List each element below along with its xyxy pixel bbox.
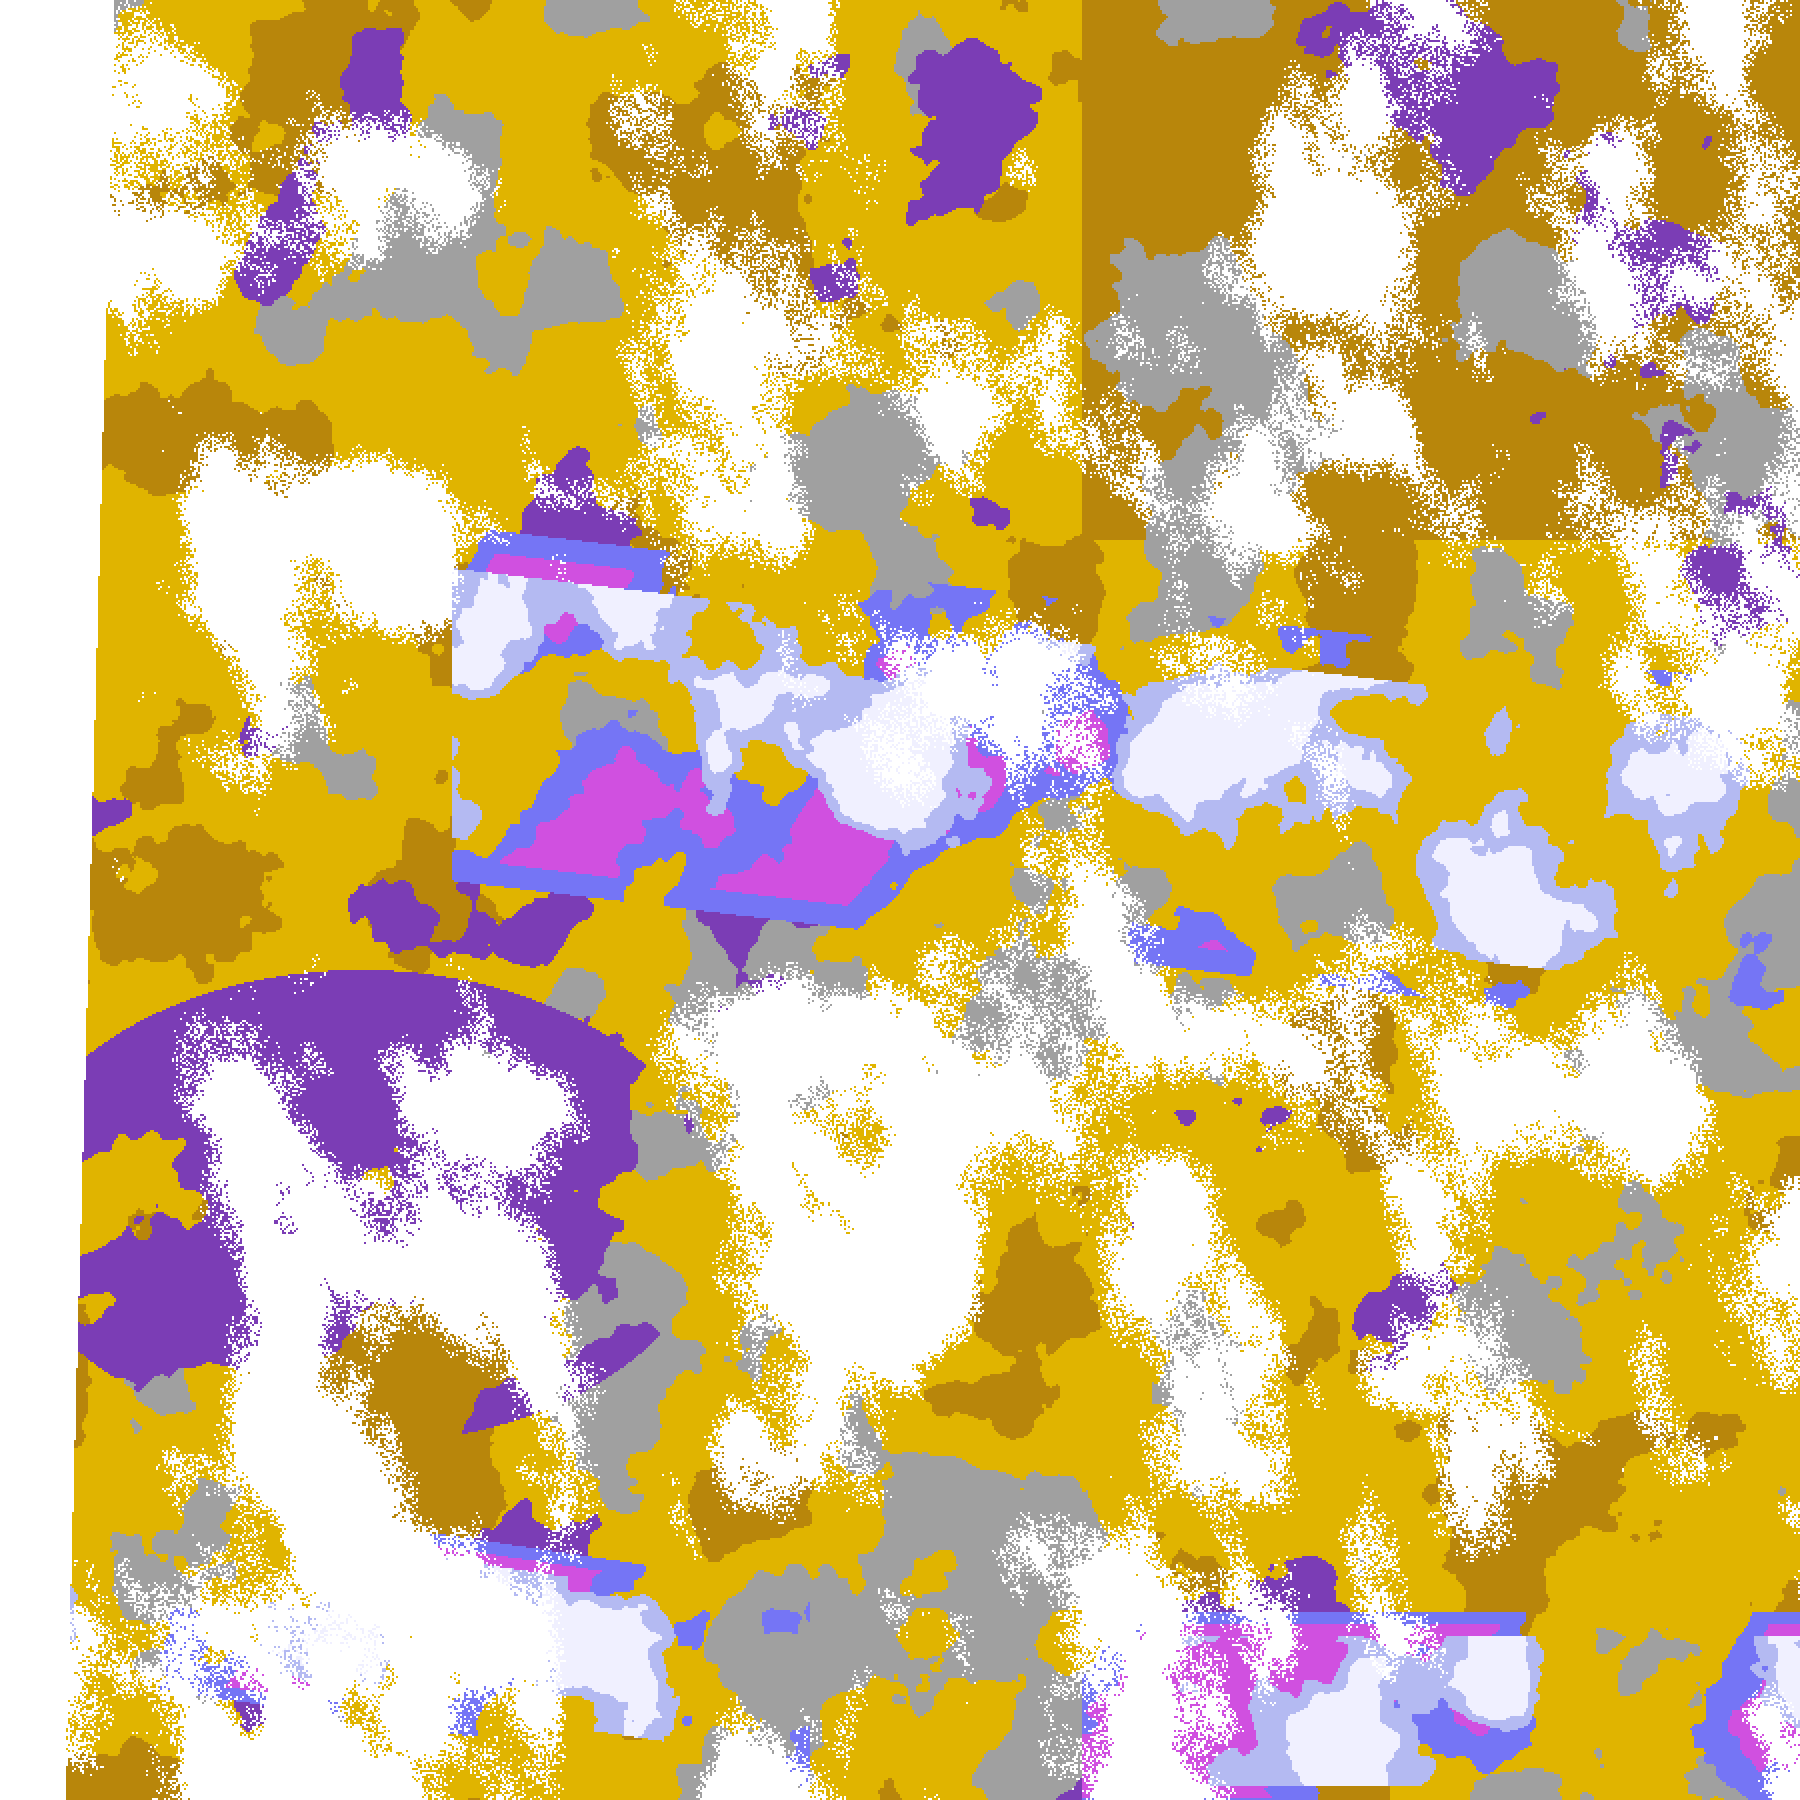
cloud-classification-map [0, 0, 1800, 1800]
cloud-map-raster [0, 0, 1800, 1800]
